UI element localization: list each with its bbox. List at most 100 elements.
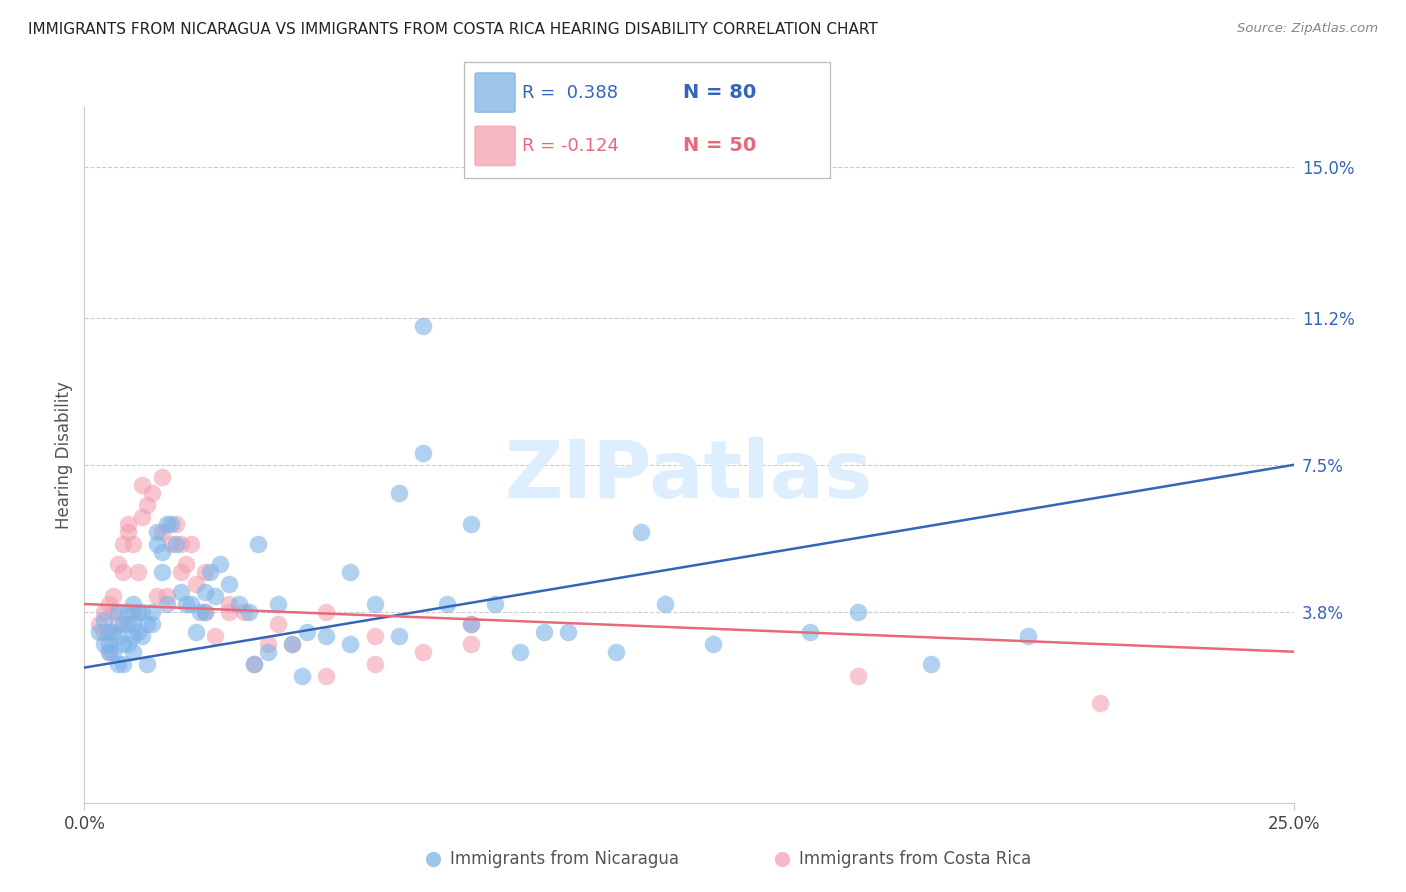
Point (93, 637, 115, 651)
Point (155, 589, 177, 603)
Point (127, 624, 149, 639)
Point (194, 585, 217, 599)
Point (107, 605, 129, 619)
Point (121, 645, 143, 659)
FancyBboxPatch shape (475, 73, 515, 112)
Text: N = 50: N = 50 (683, 136, 756, 155)
Text: R =  0.388: R = 0.388 (523, 84, 619, 102)
Point (136, 616, 159, 631)
Point (131, 509, 153, 524)
Point (165, 517, 187, 532)
Point (150, 525, 173, 540)
Point (388, 629, 411, 643)
Point (107, 629, 129, 643)
Point (339, 565, 361, 579)
Point (412, 645, 434, 659)
Point (363, 629, 385, 643)
Point (315, 668, 337, 682)
Point (339, 637, 361, 651)
Point (533, 624, 555, 639)
Point (93, 613, 115, 627)
Point (121, 629, 143, 643)
Text: IMMIGRANTS FROM NICARAGUA VS IMMIGRANTS FROM COSTA RICA HEARING DISABILITY CORRE: IMMIGRANTS FROM NICARAGUA VS IMMIGRANTS … (28, 22, 877, 37)
Point (436, 597, 458, 611)
Point (93, 624, 115, 639)
Point (117, 637, 139, 651)
Point (460, 517, 482, 532)
Point (846, 605, 869, 619)
Point (388, 485, 411, 500)
Point (146, 589, 169, 603)
Point (97, 637, 120, 651)
Point (150, 565, 173, 579)
Point (117, 525, 139, 540)
Point (242, 657, 264, 671)
Point (184, 577, 207, 591)
Point (267, 597, 290, 611)
Point (460, 616, 482, 631)
Point (174, 597, 197, 611)
Point (141, 616, 163, 631)
Point (281, 637, 304, 651)
Y-axis label: Hearing Disability: Hearing Disability (55, 381, 73, 529)
Point (112, 616, 135, 631)
Point (131, 629, 153, 643)
Point (87, 624, 110, 639)
Point (160, 537, 183, 551)
Point (412, 318, 434, 333)
Point (509, 645, 531, 659)
Point (97, 645, 120, 659)
Point (103, 589, 125, 603)
Point (184, 624, 207, 639)
Point (218, 577, 240, 591)
Point (247, 537, 270, 551)
Point (198, 565, 221, 579)
Point (112, 537, 135, 551)
Point (295, 624, 318, 639)
Point (238, 605, 260, 619)
Point (127, 605, 149, 619)
Point (422, 851, 444, 865)
Point (281, 637, 304, 651)
Point (190, 605, 212, 619)
Point (146, 525, 169, 540)
FancyBboxPatch shape (475, 126, 515, 166)
Point (484, 597, 506, 611)
Point (155, 517, 177, 532)
Point (267, 616, 290, 631)
Point (194, 605, 217, 619)
Point (117, 517, 139, 532)
Point (799, 624, 821, 639)
Point (165, 537, 187, 551)
Text: Immigrants from Nicaragua: Immigrants from Nicaragua (450, 849, 679, 868)
Point (107, 558, 129, 572)
Point (121, 616, 143, 631)
Text: Source: ZipAtlas.com: Source: ZipAtlas.com (1237, 22, 1378, 36)
Point (557, 624, 579, 639)
Point (107, 616, 129, 631)
Point (136, 657, 159, 671)
Point (363, 657, 385, 671)
Point (315, 605, 337, 619)
Point (460, 637, 482, 651)
Text: Immigrants from Costa Rica: Immigrants from Costa Rica (799, 849, 1031, 868)
Point (141, 605, 163, 619)
Point (1017, 629, 1039, 643)
Point (131, 477, 153, 491)
Point (174, 558, 197, 572)
Point (93, 605, 115, 619)
Point (315, 629, 337, 643)
Point (291, 668, 314, 682)
Point (218, 605, 240, 619)
Text: R = -0.124: R = -0.124 (523, 137, 620, 155)
Point (218, 597, 240, 611)
Point (112, 657, 135, 671)
Point (180, 537, 202, 551)
Point (630, 525, 652, 540)
Point (194, 565, 217, 579)
Point (97, 597, 120, 611)
Point (846, 668, 869, 682)
Point (204, 629, 226, 643)
Point (150, 470, 173, 484)
Text: ZIPatlas: ZIPatlas (505, 437, 873, 515)
